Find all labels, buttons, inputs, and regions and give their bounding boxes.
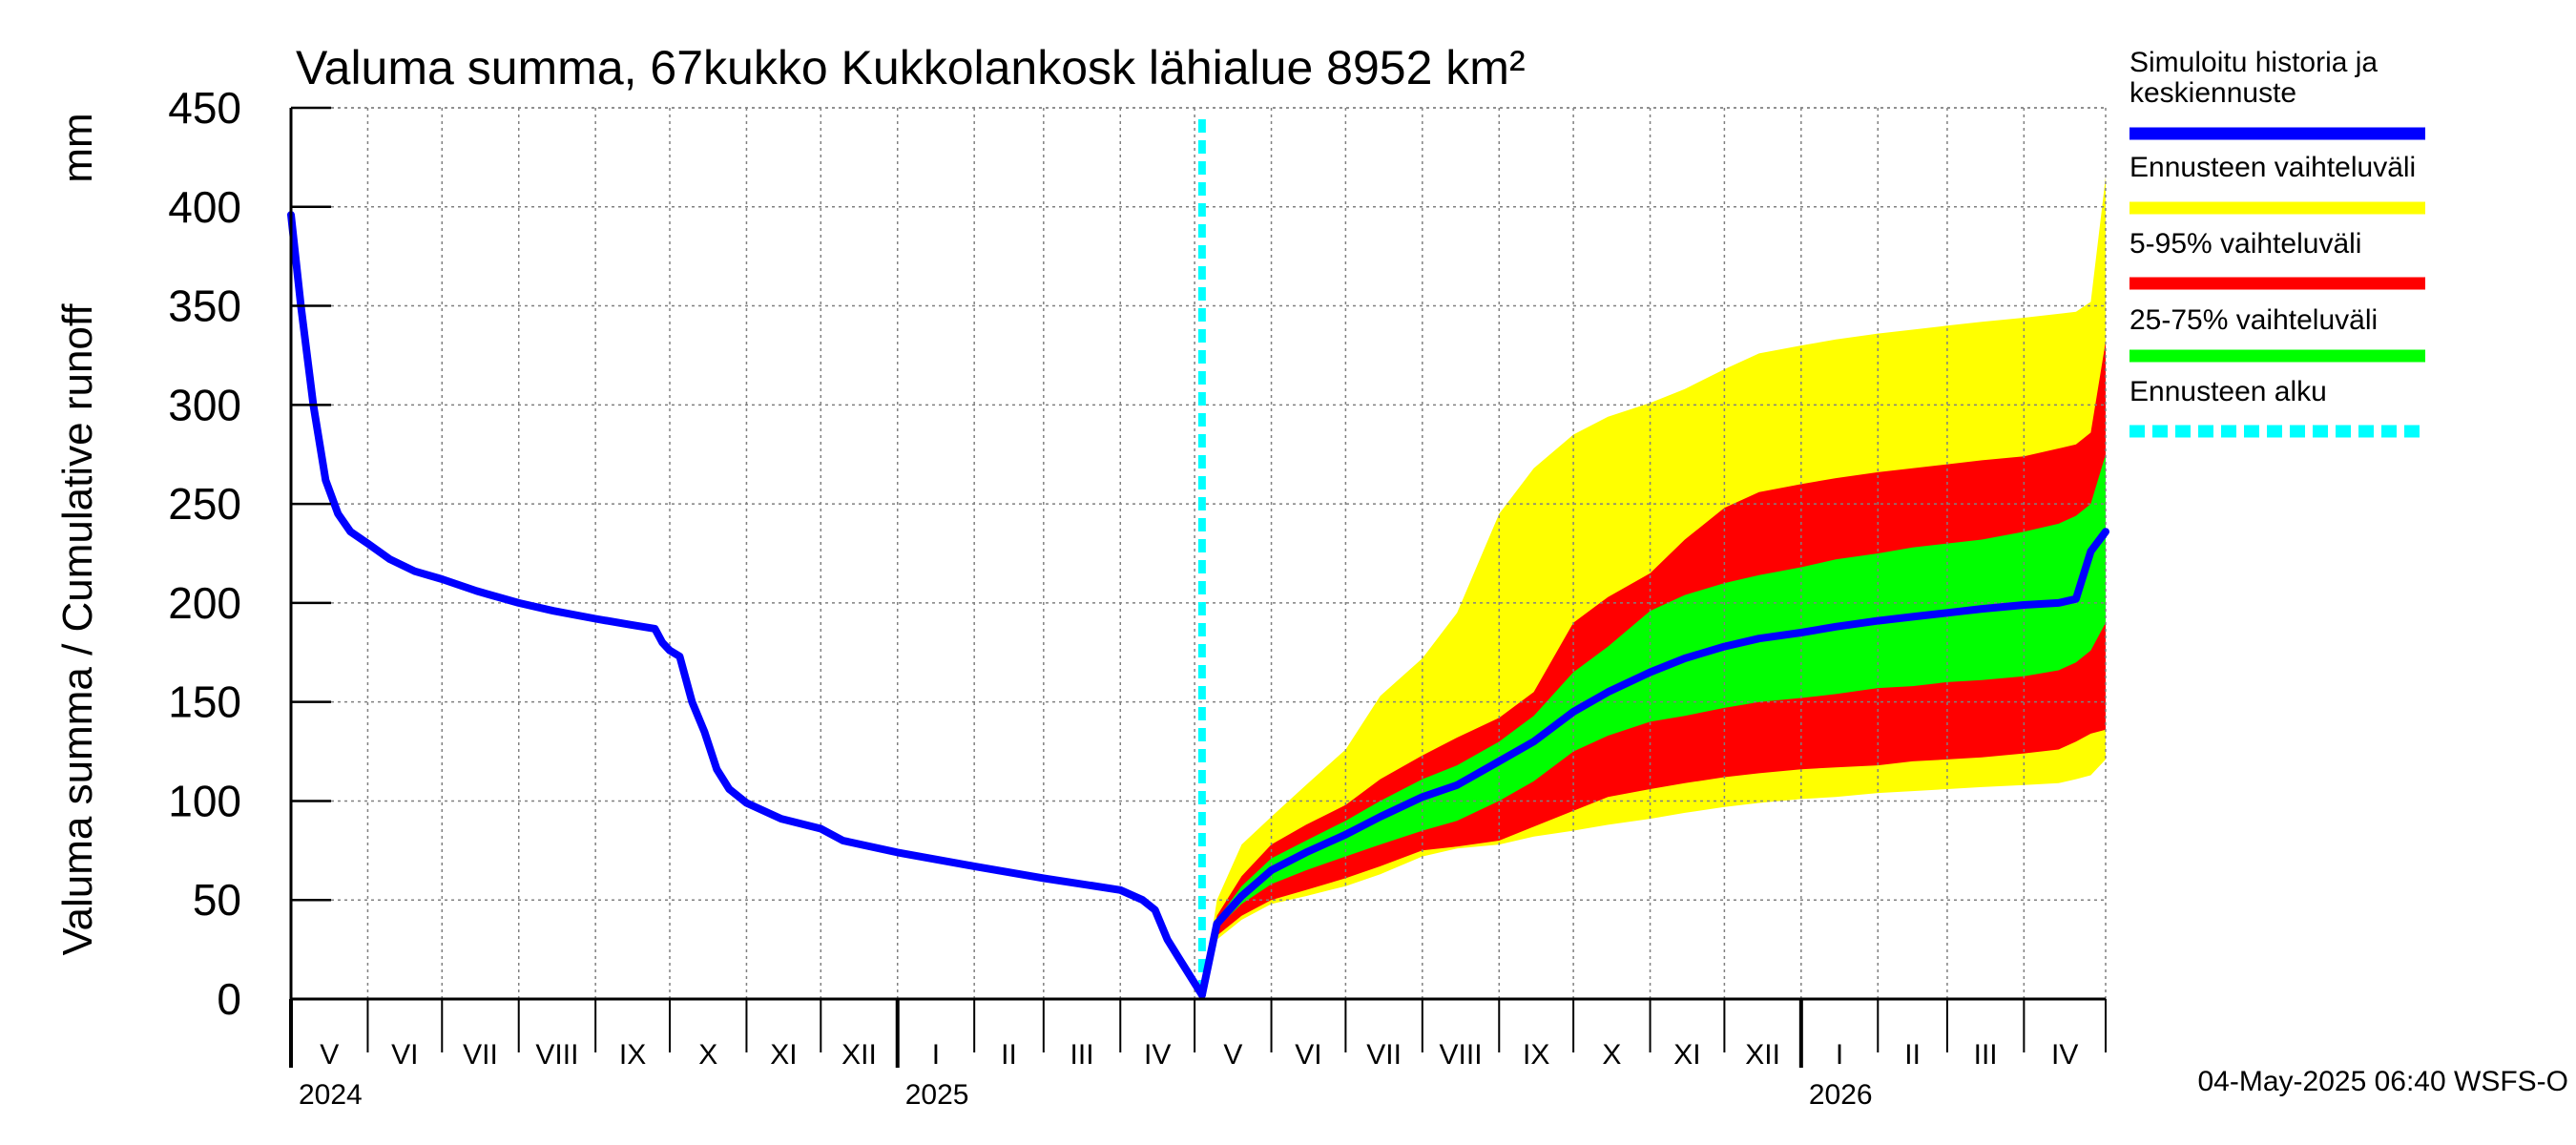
month-label: XI: [1673, 1039, 1700, 1071]
y-tick-label: 450: [168, 83, 241, 133]
month-label: IX: [1523, 1039, 1549, 1071]
legend-label: Ennusteen alku: [2129, 376, 2327, 407]
history-line: [287, 211, 1206, 999]
timestamp-label: 04-May-2025 06:40 WSFS-O: [2198, 1066, 2569, 1097]
y-tick-label: 400: [168, 182, 241, 232]
month-label: IV: [1144, 1039, 1171, 1071]
y-tick-label: 100: [168, 776, 241, 825]
month-label: XII: [1745, 1039, 1780, 1071]
chart-title: Valuma summa, 67kukko Kukkolankosk lähia…: [296, 41, 1526, 94]
month-label: V: [320, 1039, 339, 1071]
month-label: VI: [391, 1039, 418, 1071]
month-label: III: [1070, 1039, 1094, 1071]
y-tick-label: 200: [168, 578, 241, 628]
y-tick-label: 250: [168, 479, 241, 529]
month-label: X: [1602, 1039, 1621, 1071]
year-label: 2024: [299, 1079, 363, 1111]
month-label: I: [1836, 1039, 1843, 1071]
y-tick-label: 350: [168, 281, 241, 331]
month-label: VIII: [535, 1039, 578, 1071]
legend-label-line1: Simuloitu historia ja: [2129, 47, 2378, 78]
month-label: VII: [463, 1039, 498, 1071]
month-label: VI: [1295, 1039, 1321, 1071]
month-label: X: [698, 1039, 717, 1071]
y-axis-label: Valuma summa / Cumulative runoff: [54, 303, 101, 956]
y-tick-label: 150: [168, 677, 241, 727]
year-label: 2026: [1809, 1079, 1873, 1111]
month-label: XII: [841, 1039, 877, 1071]
month-label: VII: [1366, 1039, 1402, 1071]
month-label: I: [932, 1039, 940, 1071]
month-label: XI: [770, 1039, 797, 1071]
y-axis-unit: mm: [54, 113, 101, 182]
month-label: IX: [619, 1039, 646, 1071]
y-tick-label: 50: [193, 875, 241, 925]
legend-label: 25-75% vaihteluväli: [2129, 304, 2378, 336]
band-25-75: [1201, 454, 2106, 995]
month-label: III: [1974, 1039, 1998, 1071]
y-tick-label: 300: [168, 380, 241, 429]
legend-label: 5-95% vaihteluväli: [2129, 228, 2361, 260]
month-label: II: [1904, 1039, 1921, 1071]
month-label: IV: [2051, 1039, 2078, 1071]
month-label: II: [1001, 1039, 1017, 1071]
y-tick-label: 0: [217, 974, 241, 1024]
year-label: 2025: [905, 1079, 969, 1111]
legend-label-line2: keskiennuste: [2129, 77, 2296, 109]
month-label: V: [1223, 1039, 1242, 1071]
legend-label: Ennusteen vaihteluväli: [2129, 152, 2416, 183]
month-label: VIII: [1440, 1039, 1483, 1071]
median-forecast-line: [1197, 528, 2109, 999]
